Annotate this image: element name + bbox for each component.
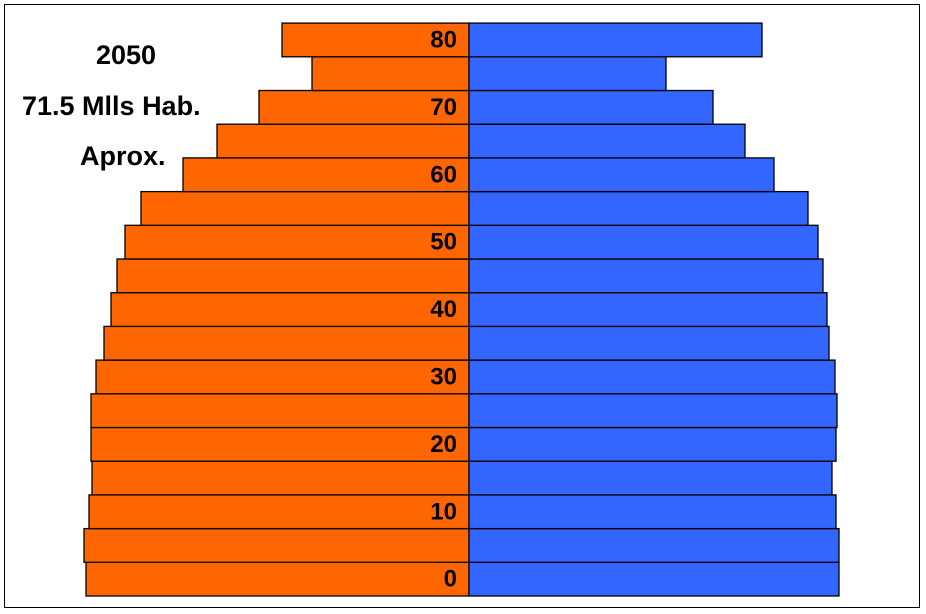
bar-left-age-40 (110, 292, 470, 328)
bar-right-age-70 (468, 89, 714, 125)
year-annotation: 2050 (96, 40, 157, 70)
bar-right-age-10 (468, 494, 837, 530)
tick-label-20: 20 (430, 431, 457, 458)
male-bars-group (468, 22, 840, 597)
bar-left-age-45 (116, 258, 470, 294)
bar-left-age-50 (124, 224, 470, 260)
bar-left-age-25 (90, 393, 470, 429)
bar-right-age-80 (468, 22, 763, 58)
bar-left-age-30 (95, 359, 470, 395)
bar-right-age-55 (468, 190, 809, 226)
bar-left-age-5 (83, 527, 470, 563)
bar-right-age-50 (468, 224, 819, 260)
tick-label-30: 30 (430, 363, 457, 390)
bar-right-age-0 (468, 561, 840, 597)
bar-left-age-75 (311, 56, 470, 92)
bar-left-age-80 (281, 22, 470, 58)
bar-left-age-55 (140, 190, 470, 226)
bar-right-age-60 (468, 157, 775, 193)
female-bars-group (83, 22, 470, 597)
bar-right-age-5 (468, 527, 840, 563)
tick-label-80: 80 (430, 26, 457, 53)
bar-left-age-20 (90, 426, 470, 462)
bar-right-age-20 (468, 426, 837, 462)
bar-right-age-25 (468, 393, 838, 429)
population-annotation: 71.5 Mlls Hab. (22, 91, 201, 121)
approx-annotation: Aprox. (80, 141, 166, 171)
tick-label-40: 40 (430, 296, 457, 323)
tick-label-60: 60 (430, 161, 457, 188)
bar-right-age-15 (468, 460, 833, 496)
bar-left-age-60 (182, 157, 470, 193)
bar-left-age-0 (85, 561, 470, 597)
tick-label-0: 0 (444, 566, 457, 593)
bar-right-age-40 (468, 292, 828, 328)
bar-right-age-45 (468, 258, 824, 294)
tick-label-10: 10 (430, 498, 457, 525)
bar-right-age-75 (468, 56, 667, 92)
bar-right-age-65 (468, 123, 746, 159)
bar-right-age-35 (468, 325, 830, 361)
bar-left-age-10 (88, 494, 470, 530)
bar-right-age-30 (468, 359, 836, 395)
bar-left-age-15 (91, 460, 470, 496)
age-tick-labels: 0 10 20 30 40 50 60 70 80 (430, 26, 457, 592)
bar-left-age-70 (258, 89, 470, 125)
tick-label-70: 70 (430, 94, 457, 121)
tick-label-50: 50 (430, 229, 457, 256)
bar-left-age-35 (103, 325, 470, 361)
bar-left-age-65 (216, 123, 470, 159)
